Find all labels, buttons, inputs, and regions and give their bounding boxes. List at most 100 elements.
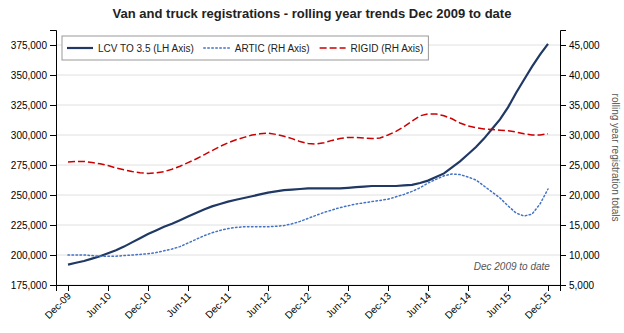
grid-line: [56, 135, 560, 136]
tick-mark: [560, 165, 566, 166]
tick-mark: [50, 135, 56, 136]
tick-mark: [560, 135, 566, 136]
legend-label: ARTIC (RH Axis): [235, 43, 310, 54]
y2-axis-title: rolling year registration totals: [610, 94, 621, 222]
tick: 200,000: [11, 250, 56, 261]
legend-swatch: [320, 47, 346, 49]
tick-label: Jun-10: [84, 290, 114, 320]
tick-mark: [50, 45, 56, 46]
series-group: [68, 44, 548, 265]
tick-label: Jun-15: [484, 290, 514, 320]
tick-mark: [228, 285, 229, 291]
tick: Dec-13: [363, 285, 394, 321]
tick-label: Dec-15: [523, 290, 554, 321]
tick-label: 250,000: [11, 190, 48, 201]
tick-label: 225,000: [11, 220, 48, 231]
tick-label: Jun-12: [244, 290, 274, 320]
tick-label: Dec-12: [283, 290, 314, 321]
tick-mark: [468, 285, 469, 291]
tick: 35,000: [560, 100, 600, 111]
tick-label: 275,000: [11, 160, 48, 171]
tick-mark: [388, 285, 389, 291]
tick-mark: [348, 285, 349, 291]
legend-label: LCV TO 3.5 (LH Axis): [98, 43, 194, 54]
tick-label: 325,000: [11, 100, 48, 111]
tick-label: Jun-14: [404, 290, 434, 320]
tick-label: Dec-14: [443, 290, 474, 321]
tick-mark: [50, 225, 56, 226]
tick: 45,000: [560, 40, 600, 51]
tick-mark: [308, 285, 309, 291]
grid-line: [56, 165, 560, 166]
tick: Jun-15: [484, 285, 514, 320]
tick-label: 25,000: [569, 160, 600, 171]
tick-mark: [68, 285, 69, 291]
grid: [56, 45, 560, 285]
legend-label: RIGID (RH Axis): [351, 43, 424, 54]
legend-box: [62, 36, 428, 60]
grid-line: [56, 75, 560, 76]
axis-line: [57, 286, 561, 292]
tick: 25,000: [560, 160, 600, 171]
tick: 350,000: [11, 70, 56, 81]
tick-mark: [560, 75, 566, 76]
tick-mark: [560, 225, 566, 226]
tick-mark: [50, 255, 56, 256]
tick-label: 35,000: [569, 100, 600, 111]
tick: 300,000: [11, 130, 56, 141]
tick: 15,000: [560, 220, 600, 231]
tick: 10,000: [560, 250, 600, 261]
grid-line: [56, 195, 560, 196]
tick-mark: [560, 45, 566, 46]
tick-mark: [108, 285, 109, 291]
tick-label: 350,000: [11, 70, 48, 81]
legend-item: LCV TO 3.5 (LH Axis): [67, 43, 194, 54]
tick: 275,000: [11, 160, 56, 171]
tick-label: 200,000: [11, 250, 48, 261]
tick-label: Dec-13: [363, 290, 394, 321]
tick-label: Dec-09: [43, 290, 74, 321]
legend: LCV TO 3.5 (LH Axis) ARTIC (RH Axis) RIGID…: [62, 36, 428, 60]
tick-mark: [560, 285, 566, 286]
tick: Jun-11: [164, 285, 193, 319]
x-axis: Dec-09 Jun-10 Dec-10 Jun-11 Dec-11 Jun-12 Dec-…: [43, 285, 561, 321]
tick: 30,000: [560, 130, 600, 141]
tick: Dec-10: [123, 285, 154, 321]
tick-label: 30,000: [569, 130, 600, 141]
tick-mark: [560, 255, 566, 256]
tick-mark: [188, 285, 189, 291]
tick: 225,000: [11, 220, 56, 231]
tick-label: Jun-11: [164, 290, 193, 319]
grid-line: [56, 225, 560, 226]
tick: Jun-14: [404, 285, 434, 320]
tick-label: 15,000: [569, 220, 600, 231]
tick-label: 300,000: [11, 130, 48, 141]
tick-label: 10,000: [569, 250, 600, 261]
tick: 5,000: [560, 280, 594, 291]
tick-mark: [50, 165, 56, 166]
chart-svg: Van and truck registrations - rolling ye…: [0, 0, 624, 333]
legend-item: RIGID (RH Axis): [320, 43, 424, 54]
tick-label: 40,000: [569, 70, 600, 81]
tick: Jun-10: [84, 285, 114, 320]
tick-label: 20,000: [569, 190, 600, 201]
tick: Dec-12: [283, 285, 314, 321]
tick-mark: [148, 285, 149, 291]
series-line: [68, 114, 548, 173]
legend-swatch: [67, 47, 93, 49]
tick-mark: [50, 195, 56, 196]
tick: Jun-13: [324, 285, 354, 320]
legend-item: ARTIC (RH Axis): [204, 43, 310, 54]
tick-label: Dec-11: [203, 290, 233, 320]
series-line: [68, 174, 548, 256]
chart-title: Van and truck registrations - rolling ye…: [113, 6, 512, 21]
tick: Dec-11: [203, 285, 233, 320]
tick-mark: [428, 285, 429, 291]
legend-swatch: [204, 47, 230, 49]
tick: 175,000: [11, 280, 56, 291]
plot-area: Dec-09 Jun-10 Dec-10 Jun-11 Dec-11 Jun-12 Dec-…: [11, 31, 621, 321]
tick-mark: [50, 75, 56, 76]
tick-label: 375,000: [11, 40, 48, 51]
grid-line: [56, 105, 560, 106]
tick: Jun-12: [244, 285, 274, 320]
